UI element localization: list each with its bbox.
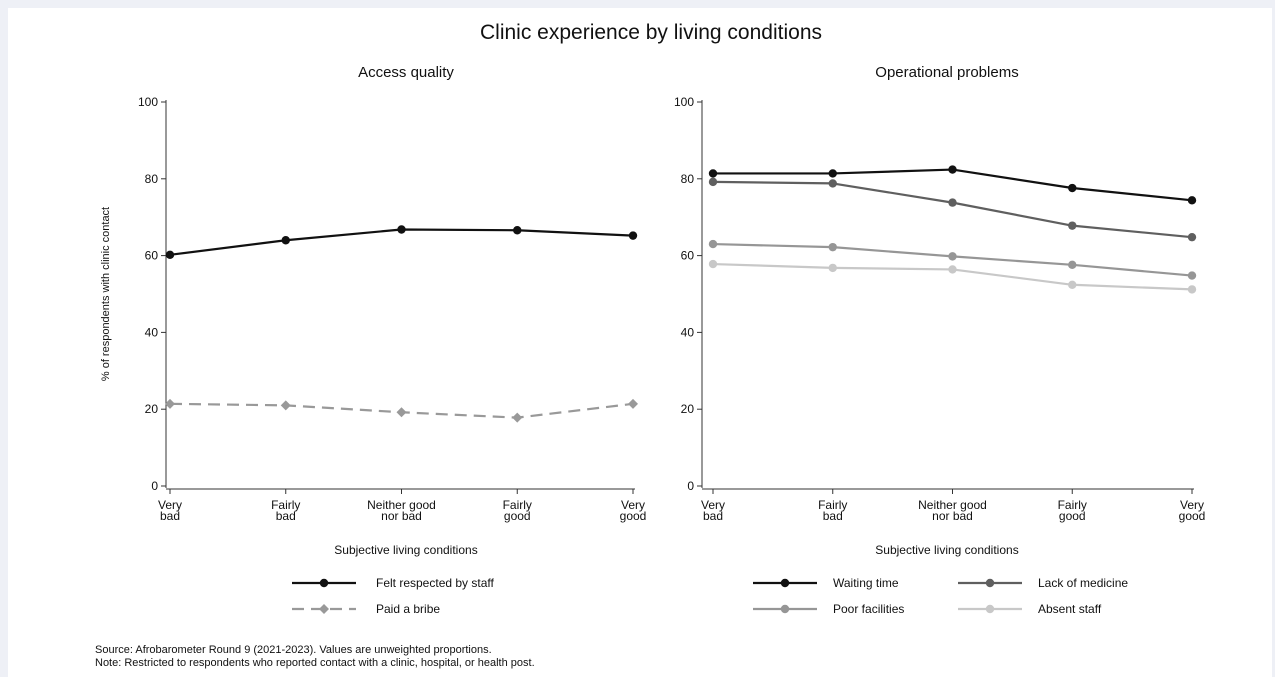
data-point [1068,183,1077,193]
x-tick-label: good [1059,509,1086,523]
data-point [708,177,718,187]
x-tick-label: good [504,509,531,523]
y-tick-label: 80 [145,172,159,186]
data-point [513,226,522,235]
x-tick-label: bad [703,509,723,523]
legend-marker [780,604,790,614]
x-tick-label: Very [701,498,725,512]
legend-label: Paid a bribe [376,602,440,616]
legend-label: Absent staff [1038,602,1102,616]
legend-marker [319,604,329,614]
legend-label: Lack of medicine [1038,576,1128,590]
x-tick-label: Fairly [503,498,532,512]
panel-title: Operational problems [875,64,1018,81]
data-point [828,179,837,188]
y-tick-label: 60 [145,249,159,263]
series-line [712,180,1193,239]
data-point [948,198,957,207]
source-note: Source: Afrobarometer Round 9 (2021-2023… [95,644,492,656]
data-point [628,398,638,409]
y-tick-label: 100 [138,95,158,109]
data-point [708,239,718,249]
x-tick-label: bad [276,509,296,523]
x-tick-label: nor bad [932,509,973,523]
x-tick-label: Fairly [818,498,847,512]
chart-canvas: Clinic experience by living conditions A… [95,21,1205,669]
data-point [1068,221,1077,230]
data-point [948,252,957,261]
panel-operational-problems: Operational problems020406080100VerybadF… [674,64,1205,616]
x-tick-label: good [620,509,647,523]
data-point [628,231,638,240]
data-point [512,412,523,423]
panel-access-quality: Access quality020406080100VerybadFairlyb… [100,64,646,616]
x-tick-label: good [1179,509,1206,523]
data-point [1068,280,1077,289]
series-waiting-time [708,165,1197,205]
series-felt-respected-by-staff [165,225,638,260]
series-paid-a-bribe [165,398,638,423]
legend: Felt respected by staff Paid a bribe [292,576,495,616]
data-point [397,225,406,234]
y-tick-label: 40 [145,325,159,339]
legend-label: Waiting time [833,576,899,590]
y-tick-label: 80 [681,172,695,186]
figure: Clinic experience by living conditions A… [8,8,1272,677]
series-lack-of-medicine [708,177,1197,242]
data-point [281,236,290,245]
x-axis-label: Subjective living conditions [875,543,1018,557]
data-point [1187,271,1197,280]
x-tick-label: Fairly [271,498,300,512]
x-tick-label: Neither good [367,498,436,512]
legend-label: Felt respected by staff [376,576,495,590]
x-tick-label: bad [160,509,180,523]
legend: Waiting time Lack of medicine Poor facilit… [753,576,1128,616]
data-point [828,263,837,273]
legend-marker [985,604,995,614]
data-point [948,265,957,274]
x-tick-label: Very [621,498,645,512]
y-tick-label: 0 [687,479,694,493]
y-tick-label: 40 [681,325,695,339]
data-point [828,169,837,178]
y-axis-label: % of respondents with clinic contact [100,207,112,381]
legend-marker [985,578,995,588]
figure-title: Clinic experience by living conditions [480,21,822,44]
series-absent-staff [708,259,1197,294]
x-tick-label: Fairly [1058,498,1087,512]
y-tick-label: 20 [681,402,695,416]
y-tick-label: 20 [145,402,159,416]
y-tick-label: 60 [681,249,695,263]
series-line [713,168,1193,202]
data-point [165,398,175,409]
data-point [1187,196,1197,205]
legend-marker [780,578,790,588]
x-tick-label: bad [823,509,843,523]
y-tick-label: 100 [674,95,694,109]
x-tick-label: Neither good [918,498,987,512]
legend-label: Poor facilities [833,602,904,616]
data-point [1187,285,1197,294]
data-point [708,259,718,269]
series-poor-facilities [708,239,1197,280]
panel-title: Access quality [358,64,454,81]
data-point [396,407,407,418]
y-tick-label: 0 [151,479,158,493]
x-axis-label: Subjective living conditions [334,543,477,557]
data-point [828,242,837,252]
data-point [165,250,175,260]
data-point [948,165,957,174]
data-point [1187,232,1197,242]
data-point [1068,260,1077,270]
x-tick-label: Very [158,498,182,512]
data-point [708,169,718,178]
legend-marker [319,578,329,588]
restriction-note: Note: Restricted to respondents who repo… [95,657,535,669]
x-tick-label: Very [1180,498,1204,512]
data-point [280,400,291,411]
x-tick-label: nor bad [381,509,422,523]
